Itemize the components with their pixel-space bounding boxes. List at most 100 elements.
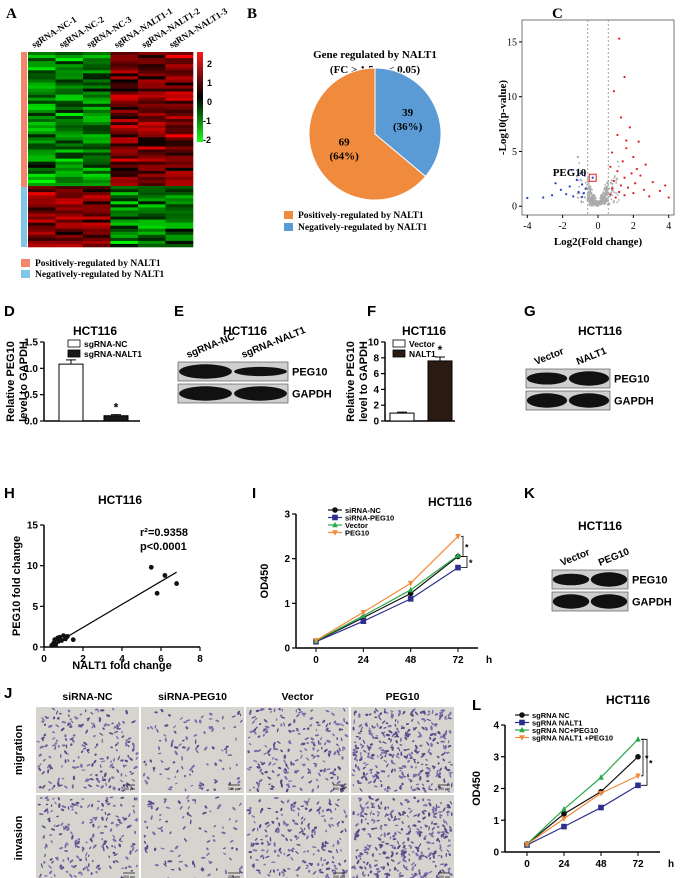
heatmap-cell [165,97,194,102]
heatmap-cell [28,170,56,175]
heatmap-cell [83,58,111,62]
transwell-cell [284,768,287,772]
transwell-cell [423,788,427,793]
transwell-cell [448,853,451,857]
transwell-cell [383,832,386,838]
transwell-cell [52,797,55,800]
transwell-cell [61,765,63,768]
transwell-cell [338,862,341,866]
transwell-cell [387,806,389,809]
heatmap-cell [138,210,166,214]
heatmap-cell [83,204,111,208]
transwell-cell [47,817,51,820]
x-tick-label: 24 [558,859,570,870]
transwell-cell [272,762,277,766]
transwell-cell [112,860,116,864]
transwell-cell [222,847,227,850]
transwell-cell [316,749,320,752]
y-tick-label: 0 [32,643,38,654]
transwell-cell [405,748,410,751]
transwell-cell [124,866,128,869]
transwell-cell [95,784,100,787]
x-tick-label: 24 [358,655,370,666]
transwell-cell [404,736,408,741]
transwell-cell [398,775,403,779]
panel-label-f: F [367,303,376,320]
heatmap-cell [28,216,56,220]
transwell-cell [53,873,56,878]
bar-NALT1 [427,360,453,422]
transwell-cell [392,798,396,801]
data-marker [407,596,414,602]
volcano-point-ns [611,183,614,185]
transwell-cell [321,769,327,772]
transwell-cell [285,823,289,827]
transwell-cell [418,869,421,872]
heatmap-cell [83,195,111,199]
transwell-cell [396,752,400,756]
transwell-cell [308,809,312,813]
transwell-cell [44,846,47,849]
volcano-point [658,189,661,192]
volcano-point-ns [596,202,599,205]
transwell-cell [149,726,154,730]
volcano-point-ns [608,187,611,190]
volcano-point-ns [607,197,610,200]
volcano-point-ns [578,161,581,164]
transwell-cell [418,871,421,876]
volcano-point [542,196,545,199]
volcano-point [642,188,646,191]
y-tick-label: 2 [284,554,290,565]
transwell-cell [343,707,346,712]
volcano-point-ns [590,203,593,206]
heatmap-cell [28,207,56,211]
heatmap-cell [83,176,111,181]
transwell-cell [64,843,67,848]
transwell-cell [423,872,429,875]
blot-band [234,386,287,401]
heatmap-cell [55,67,84,71]
transwell-cell [332,781,334,785]
volcano-point-ns [580,201,583,204]
transwell-cell [222,852,227,855]
bar-sgRNA-NC [58,363,84,422]
transwell-cell [251,842,255,847]
x-tick-label: 48 [595,859,607,870]
transwell-cell [222,727,225,730]
transwell-cell [283,754,287,759]
transwell-cell [196,744,200,748]
transwell-cell [49,870,53,875]
transwell-cell [301,712,307,715]
heatmap-cell [165,91,194,95]
heatmap-cell [28,134,56,138]
transwell-cell [320,815,326,817]
transwell-cell [75,801,80,805]
transwell-cell [191,770,194,773]
transwell-cell [268,747,272,752]
x-tick-label: 8 [197,654,203,665]
transwell-cell [147,805,152,808]
heatmap-cell [83,234,111,239]
transwell-cell [152,831,156,836]
y-axis-label: level to GAPDH [358,341,370,422]
volcano-point [570,168,573,172]
y-tick-label: 1 [493,816,499,827]
heatmap-cell [55,131,84,135]
transwell-cell [253,821,256,824]
transwell-cell [362,762,367,764]
heatmap-cell [83,112,111,117]
transwell-cell [380,833,383,837]
transwell-cell [170,743,173,748]
transwell-cell [423,837,427,840]
transwell-column-label: Vector [281,691,313,703]
heatmap-cell [55,143,84,147]
transwell-cell [380,784,383,788]
heatmap-cell [83,137,111,141]
heatmap-cell [165,73,194,77]
transwell-cell [69,859,74,864]
transwell-cell [417,772,421,777]
transwell-cell [303,817,306,822]
transwell-cell [257,783,260,788]
transwell-cell [105,796,109,801]
